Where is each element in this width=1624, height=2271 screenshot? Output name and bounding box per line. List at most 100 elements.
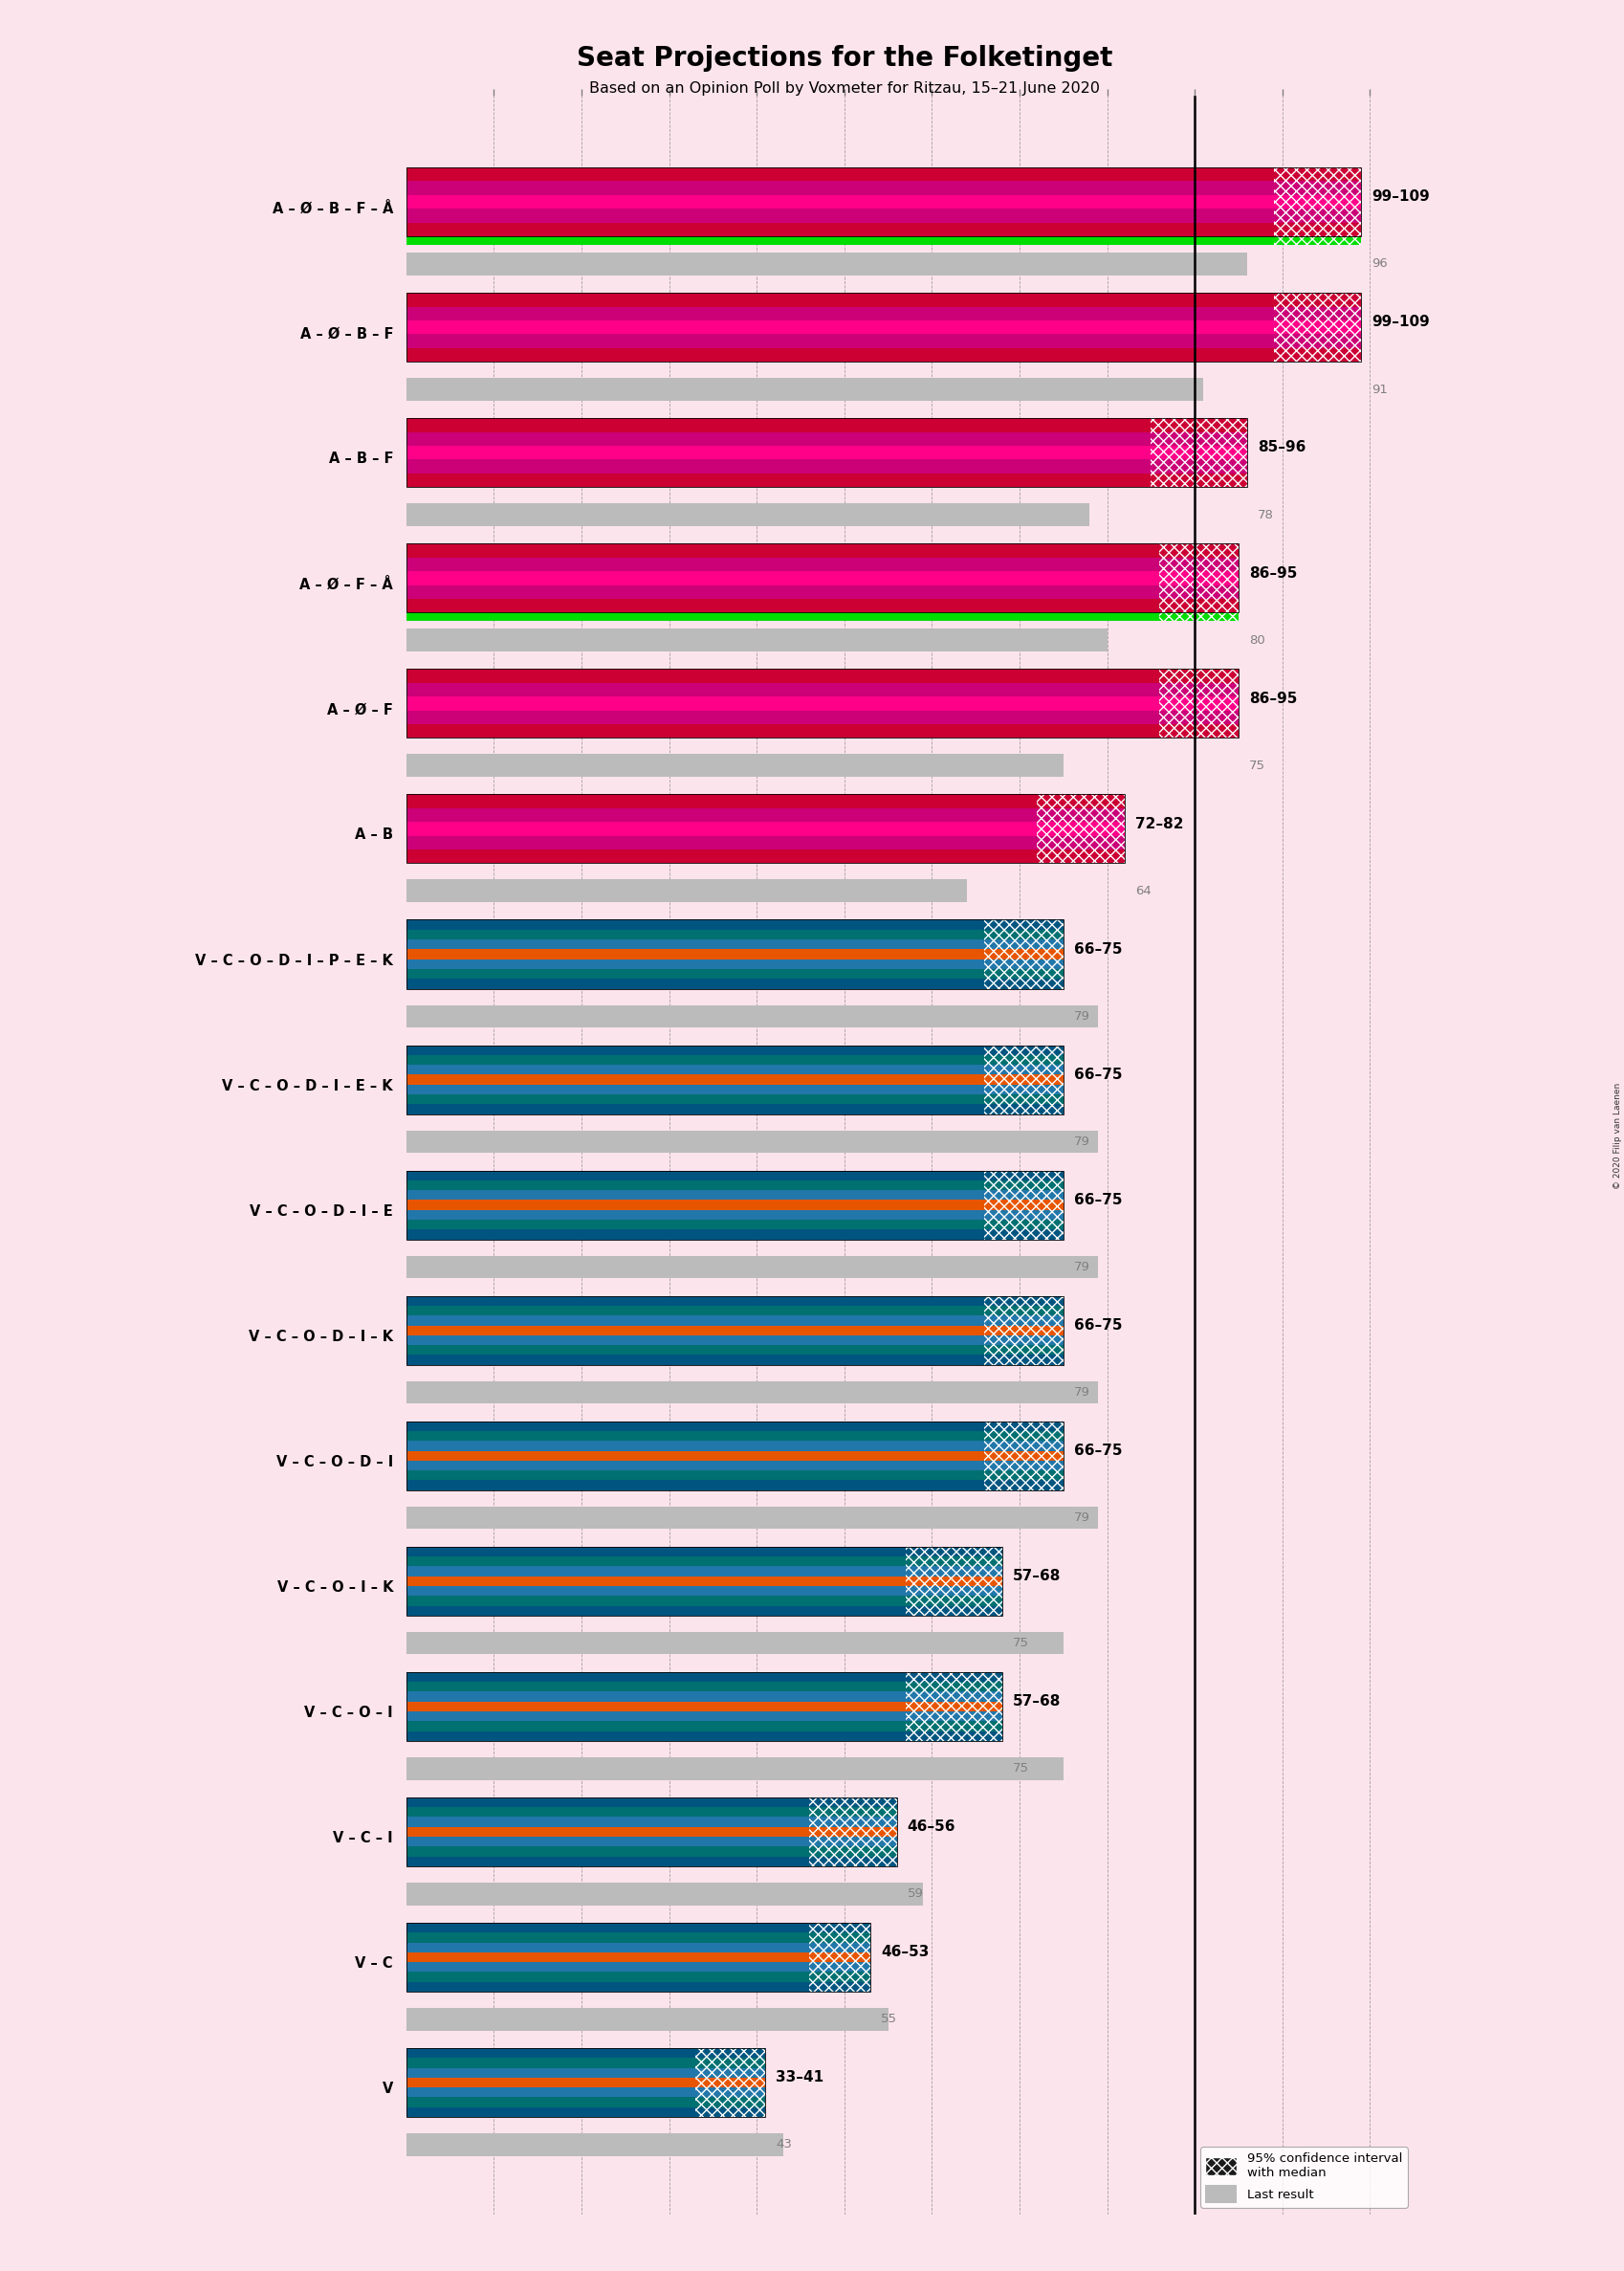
- Text: 79: 79: [1073, 1011, 1090, 1022]
- Bar: [1160, 711, 1237, 724]
- Text: 99–109: 99–109: [1371, 191, 1429, 204]
- Bar: [1150, 459, 1247, 472]
- Bar: [1273, 168, 1361, 182]
- Bar: [406, 1933, 809, 1942]
- Bar: [905, 1576, 1002, 1585]
- Bar: [406, 472, 1150, 488]
- Bar: [406, 1924, 809, 1933]
- Text: 66–75: 66–75: [1073, 1192, 1122, 1208]
- Bar: [406, 1924, 870, 1992]
- Bar: [1036, 808, 1124, 822]
- Bar: [406, 1712, 905, 1721]
- Bar: [984, 1344, 1062, 1356]
- Bar: [984, 1306, 1062, 1315]
- Text: 86–95: 86–95: [1249, 690, 1296, 706]
- Bar: [406, 1683, 905, 1692]
- Bar: [984, 1229, 1062, 1240]
- Bar: [695, 2078, 765, 2087]
- Bar: [406, 1817, 809, 1826]
- Text: 46–56: 46–56: [906, 1819, 955, 1835]
- Text: A – B – F: A – B – F: [328, 452, 393, 466]
- Bar: [406, 1796, 896, 1867]
- Text: V – C – O – D – I – E – K: V – C – O – D – I – E – K: [222, 1079, 393, 1092]
- Text: 79: 79: [1073, 1512, 1090, 1524]
- Bar: [905, 1671, 1002, 1683]
- Bar: [406, 724, 1160, 738]
- Bar: [406, 1671, 905, 1683]
- Bar: [406, 1045, 1062, 1115]
- Bar: [984, 958, 1062, 970]
- Text: V – C – O – D – I – K: V – C – O – D – I – K: [248, 1329, 393, 1344]
- Bar: [406, 795, 1124, 863]
- Bar: [695, 2058, 765, 2069]
- Bar: [695, 2048, 765, 2058]
- Bar: [406, 1796, 809, 1808]
- Bar: [406, 1210, 984, 1220]
- Bar: [809, 1953, 870, 1962]
- Bar: [984, 1451, 1062, 1460]
- Bar: [1150, 445, 1247, 459]
- Bar: [1273, 334, 1361, 347]
- Text: © 2020 Filip van Laenen: © 2020 Filip van Laenen: [1613, 1083, 1621, 1188]
- Bar: [984, 1431, 1062, 1440]
- Bar: [406, 1567, 905, 1576]
- Bar: [406, 1506, 1098, 1528]
- Bar: [984, 1422, 1062, 1431]
- Bar: [406, 629, 1106, 652]
- Bar: [809, 1855, 896, 1867]
- Bar: [406, 1431, 984, 1440]
- Bar: [406, 431, 1150, 445]
- Bar: [809, 1933, 870, 1942]
- Bar: [984, 1210, 1062, 1220]
- Bar: [1273, 182, 1361, 195]
- Text: A – Ø – F – Å: A – Ø – F – Å: [299, 577, 393, 593]
- Bar: [809, 1983, 870, 1992]
- Bar: [406, 334, 1273, 347]
- Bar: [406, 1045, 984, 1056]
- Bar: [406, 670, 1237, 738]
- Bar: [1160, 697, 1237, 711]
- Bar: [695, 2069, 765, 2078]
- Bar: [984, 940, 1062, 949]
- Bar: [809, 1971, 870, 1983]
- Bar: [406, 684, 1160, 697]
- Bar: [406, 1181, 984, 1190]
- Bar: [406, 1671, 1002, 1742]
- Bar: [406, 1335, 984, 1344]
- Bar: [406, 1701, 905, 1712]
- Bar: [406, 949, 984, 958]
- Bar: [406, 1983, 809, 1992]
- Text: 75: 75: [1012, 1762, 1028, 1774]
- Bar: [984, 1472, 1062, 1481]
- Bar: [406, 1758, 1062, 1780]
- Bar: [984, 1335, 1062, 1344]
- Bar: [1160, 556, 1237, 572]
- Text: V – C – O – I – K: V – C – O – I – K: [276, 1581, 393, 1594]
- Bar: [406, 307, 1273, 320]
- Bar: [406, 1547, 905, 1556]
- Text: 33–41: 33–41: [776, 2071, 823, 2085]
- Bar: [406, 1481, 984, 1490]
- Bar: [809, 1837, 896, 1846]
- Bar: [406, 543, 1237, 613]
- Bar: [1036, 849, 1124, 863]
- Text: 57–68: 57–68: [1012, 1694, 1060, 1708]
- Bar: [406, 670, 1160, 684]
- Bar: [984, 1074, 1062, 1086]
- Bar: [406, 879, 966, 902]
- Text: 99–109: 99–109: [1371, 316, 1429, 329]
- Bar: [984, 1104, 1062, 1115]
- Bar: [905, 1597, 1002, 1606]
- Text: A – Ø – B – F – Å: A – Ø – B – F – Å: [273, 200, 393, 216]
- Bar: [406, 1056, 984, 1065]
- Bar: [406, 556, 1160, 572]
- Bar: [809, 1942, 870, 1953]
- Bar: [406, 572, 1160, 586]
- Bar: [406, 1597, 905, 1606]
- Text: V – C – O – I: V – C – O – I: [304, 1706, 393, 1719]
- Bar: [984, 1326, 1062, 1335]
- Bar: [809, 1826, 896, 1837]
- Bar: [406, 754, 1062, 777]
- Bar: [406, 697, 1160, 711]
- Bar: [406, 1326, 984, 1335]
